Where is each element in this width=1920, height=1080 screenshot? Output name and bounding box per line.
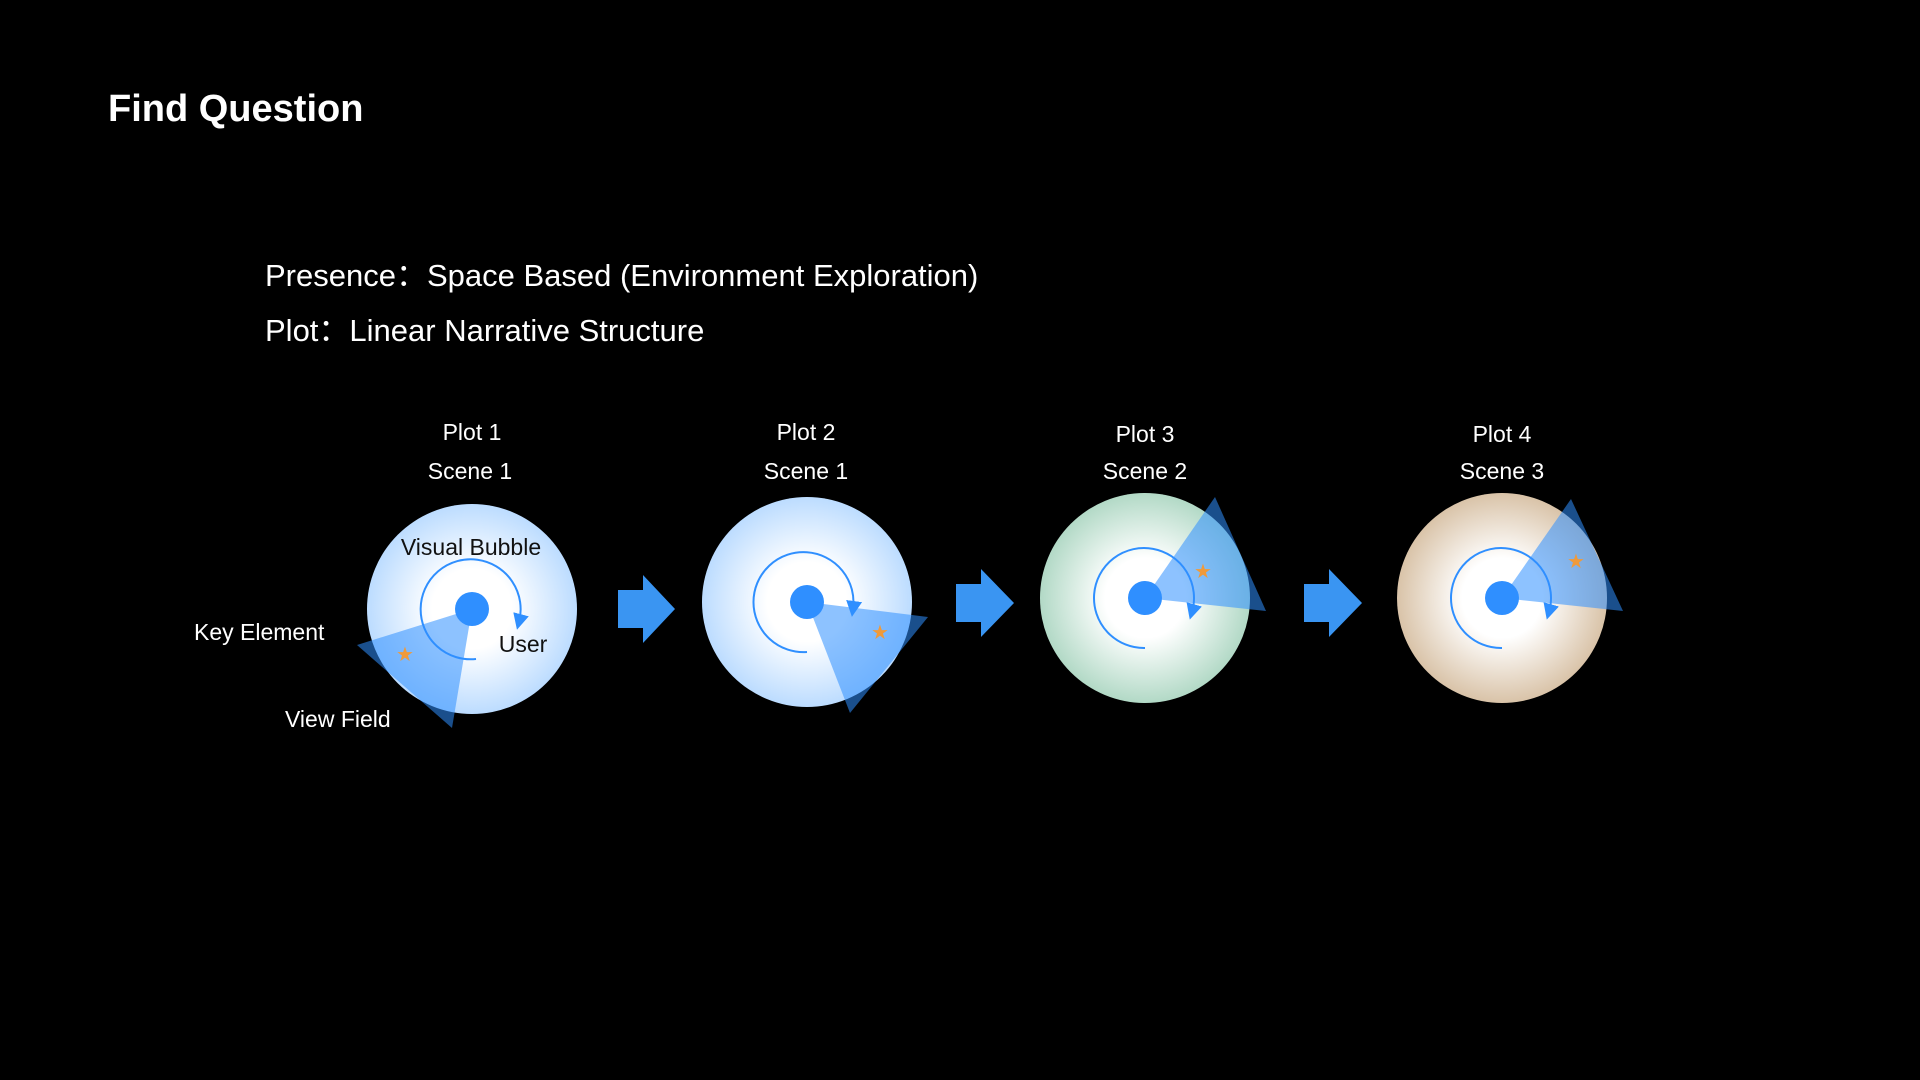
stage-2: Plot 2 Scene 1 ★ bbox=[702, 419, 928, 713]
key-element-star-icon: ★ bbox=[396, 644, 414, 666]
stage-scene-label: Scene 1 bbox=[764, 458, 848, 484]
rotation-arrow bbox=[1450, 547, 1559, 650]
user-dot bbox=[455, 592, 489, 626]
stage-plot-label: Plot 3 bbox=[1116, 421, 1175, 447]
visual-bubble-label: Visual Bubble bbox=[401, 534, 541, 560]
flow-arrow-3 bbox=[1304, 569, 1362, 637]
key-element-star-icon: ★ bbox=[1194, 561, 1212, 583]
user-label: User bbox=[499, 631, 548, 657]
flow-arrow-2 bbox=[956, 569, 1014, 637]
stage-4: Plot 4 Scene 3 ★ bbox=[1397, 421, 1623, 703]
view-field bbox=[1145, 497, 1266, 611]
stage-3: Plot 3 Scene 2 ★ bbox=[1040, 421, 1266, 703]
stage-1: Plot 1 Scene 1 ★ Visual Bubble User bbox=[357, 419, 577, 728]
view-field-label: View Field bbox=[285, 706, 391, 732]
rotation-arrow bbox=[1093, 547, 1202, 650]
stage-plot-label: Plot 1 bbox=[443, 419, 502, 445]
user-dot bbox=[790, 585, 824, 619]
rotation-arrow bbox=[752, 551, 863, 654]
stage-plot-label: Plot 4 bbox=[1473, 421, 1532, 447]
view-field bbox=[807, 602, 928, 713]
stage-plot-label: Plot 2 bbox=[777, 419, 836, 445]
stage-scene-label: Scene 1 bbox=[428, 458, 512, 484]
rotation-arrow bbox=[419, 558, 529, 661]
view-field bbox=[357, 609, 472, 728]
key-element-star-icon: ★ bbox=[871, 622, 889, 644]
user-dot bbox=[1128, 581, 1162, 615]
flow-arrow-1 bbox=[618, 575, 675, 643]
view-field bbox=[1502, 499, 1623, 611]
stage-scene-label: Scene 2 bbox=[1103, 458, 1187, 484]
key-element-star-icon: ★ bbox=[1567, 551, 1585, 573]
presence-line: Presence：Space Based (Environment Explor… bbox=[265, 258, 979, 293]
stage-scene-label: Scene 3 bbox=[1460, 458, 1544, 484]
plot-line: Plot：Linear Narrative Structure bbox=[265, 313, 705, 348]
key-element-label: Key Element bbox=[194, 619, 325, 645]
user-dot bbox=[1485, 581, 1519, 615]
page-title: Find Question bbox=[108, 88, 364, 130]
